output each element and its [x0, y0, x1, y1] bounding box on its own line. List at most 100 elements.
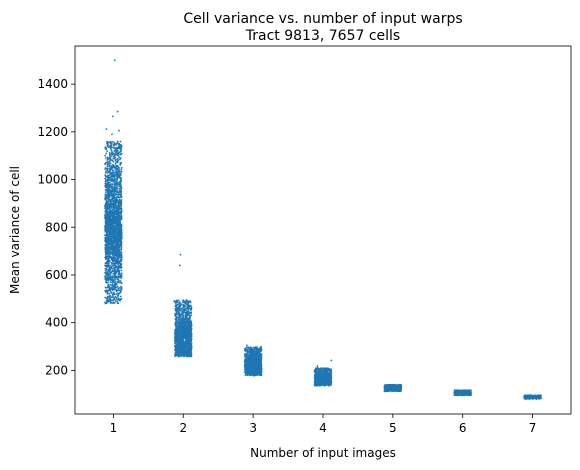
data-point: [114, 193, 117, 196]
data-point: [110, 198, 113, 201]
data-point: [111, 233, 114, 236]
data-point: [178, 316, 181, 319]
data-point: [119, 243, 122, 246]
data-point: [116, 238, 119, 241]
data-point: [104, 189, 107, 191]
data-point: [113, 141, 116, 144]
data-point: [113, 226, 116, 228]
data-point: [174, 342, 176, 345]
data-point: [177, 306, 180, 309]
data-point: [116, 177, 119, 180]
data-point: [116, 285, 119, 288]
data-point: [111, 294, 114, 296]
data-point: [115, 293, 118, 295]
data-point: [110, 158, 112, 161]
data-point: [184, 316, 187, 319]
data-point: [106, 296, 109, 299]
data-point: [117, 147, 120, 150]
data-point: [114, 180, 116, 182]
data-point: [184, 305, 187, 308]
data-point: [113, 256, 116, 259]
data-point: [113, 171, 115, 174]
data-point: [118, 299, 121, 302]
data-point: [114, 276, 116, 278]
data-point: [116, 219, 119, 222]
data-point: [190, 308, 193, 311]
data-point: [120, 189, 122, 192]
data-point: [106, 289, 109, 292]
data-point: [183, 331, 186, 333]
data-point: [116, 233, 118, 236]
data-point: [113, 144, 116, 147]
data-point: [109, 219, 112, 222]
data-point: [106, 140, 109, 143]
data-point: [120, 170, 123, 173]
data-point: [177, 308, 180, 311]
data-point: [107, 216, 110, 219]
data-point: [120, 246, 123, 249]
data-point: [116, 191, 119, 194]
data-point: [190, 338, 193, 341]
data-point: [111, 153, 114, 156]
data-point: [110, 257, 113, 260]
data-point: [107, 211, 110, 214]
data-point: [107, 230, 110, 233]
data-point: [119, 225, 122, 228]
data-point: [175, 304, 177, 307]
data-point: [111, 289, 114, 292]
data-point: [115, 266, 118, 269]
data-point: [184, 302, 187, 305]
data-point: [112, 278, 114, 281]
data-point: [111, 172, 113, 174]
data-point: [104, 207, 106, 210]
data-point: [175, 327, 178, 330]
data-point: [114, 237, 116, 240]
data-point: [104, 258, 107, 261]
data-point: [115, 175, 118, 178]
data-point: [118, 215, 121, 217]
data-point: [118, 156, 121, 159]
data-point: [107, 253, 110, 255]
data-point: [109, 209, 112, 211]
data-point: [105, 199, 108, 202]
data-point: [112, 232, 115, 235]
data-point: [119, 260, 121, 263]
data-point: [117, 243, 120, 246]
data-point: [105, 209, 108, 212]
data-point: [107, 233, 110, 236]
data-point: [175, 337, 177, 340]
data-point: [106, 246, 109, 249]
data-point: [115, 229, 118, 232]
data-point: [106, 144, 109, 147]
data-point: [120, 201, 123, 204]
data-point: [108, 299, 111, 302]
data-point: [106, 292, 109, 295]
data-point: [114, 210, 117, 212]
data-point: [115, 207, 118, 209]
data-point: [114, 259, 117, 262]
data-point: [114, 288, 117, 291]
data-point: [120, 145, 123, 148]
data-point: [119, 153, 122, 156]
data-point: [186, 314, 189, 316]
data-point: [111, 248, 113, 250]
data-point: [178, 349, 180, 352]
data-point: [118, 172, 121, 174]
data-point: [113, 157, 116, 159]
data-point: [180, 308, 183, 310]
data-point: [104, 154, 107, 157]
data-point: [114, 280, 117, 283]
data-point: [114, 218, 116, 221]
data-point: [118, 151, 121, 154]
data-point: [114, 245, 117, 248]
data-point: [120, 269, 123, 272]
data-point: [117, 246, 120, 249]
data-point: [114, 295, 117, 298]
data-point: [112, 206, 115, 209]
data-point: [190, 312, 192, 315]
data-point: [104, 177, 107, 180]
data-point: [115, 143, 117, 145]
data-point: [106, 192, 109, 195]
data-point: [120, 235, 123, 238]
